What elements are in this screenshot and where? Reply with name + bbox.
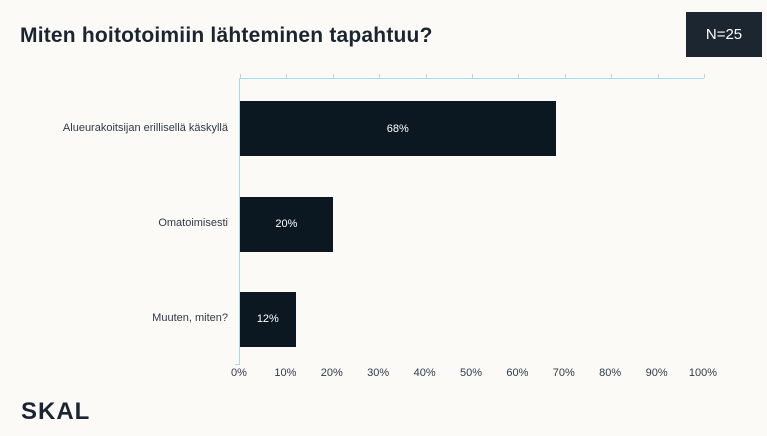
x-tick-label: 20% — [320, 367, 343, 379]
plot-area: 68% 20% 12% — [235, 74, 705, 365]
x-axis-labels: 0% 10% 20% 30% 40% 50% 60% 70% 80% 90% 100% — [231, 367, 717, 381]
x-tick-label: 0% — [231, 367, 247, 379]
axis-tick — [657, 74, 659, 78]
skal-logo: SKAL — [21, 398, 91, 425]
axis-tick — [472, 74, 473, 78]
left-axis-foot-tick — [235, 364, 239, 365]
axis-tick — [704, 74, 705, 78]
bar-value-label: 12% — [256, 313, 279, 326]
bar-value-label: 68% — [386, 122, 409, 135]
sample-size-badge: N=25 — [686, 12, 762, 57]
axis-tick — [564, 74, 566, 78]
bar: 20% — [240, 196, 333, 252]
x-tick-label: 30% — [367, 367, 390, 379]
x-tick-label: 60% — [506, 367, 529, 379]
bar: 12% — [240, 291, 296, 347]
x-tick-label: 90% — [645, 367, 668, 379]
category-label: Muuten, miten? — [152, 312, 228, 325]
bar-value-label: 20% — [275, 218, 298, 230]
x-tick-label: 40% — [413, 367, 436, 379]
category-axis: Alueurakoitsijan erillisellä käskyllä Oma… — [0, 78, 228, 365]
axis-tick — [286, 74, 288, 78]
x-tick-label: 80% — [599, 367, 622, 379]
x-tick-label: 10% — [274, 367, 297, 379]
x-tick-label: 100% — [688, 367, 718, 379]
x-tick-label: 70% — [552, 367, 575, 379]
axis-tick — [332, 74, 334, 78]
bar: 68% — [240, 101, 556, 157]
x-tick-label: 50% — [459, 367, 483, 379]
category-label: Alueurakoitsijan erillisellä käskyllä — [62, 121, 228, 134]
axis-tick — [611, 74, 613, 78]
axis-tick — [425, 74, 427, 78]
axis-tick — [240, 74, 241, 78]
axis-tick — [379, 74, 381, 78]
category-label: Omatoimisesti — [158, 217, 228, 229]
page-title: Miten hoitotoimiin lähteminen tapahtuu? — [20, 24, 433, 47]
axis-tick — [518, 74, 520, 78]
